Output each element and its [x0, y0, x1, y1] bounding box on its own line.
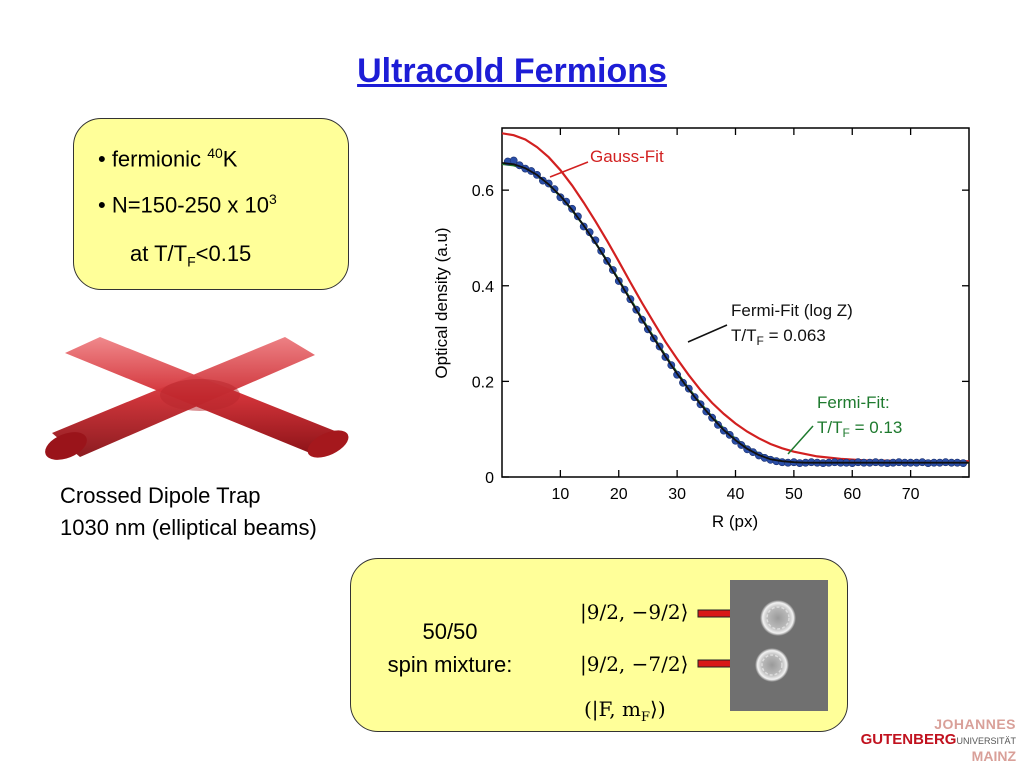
- trap-caption-line1: Crossed Dipole Trap: [60, 483, 261, 508]
- spin-ratio: 50/50: [422, 619, 478, 644]
- trap-caption-line2: 1030 nm (elliptical beams): [60, 515, 317, 540]
- gauss-fit-line: [502, 132, 969, 463]
- x-tick-label: 10: [551, 486, 569, 503]
- atom-cloud-1: [760, 600, 796, 636]
- data-point: [509, 156, 518, 165]
- y-tick-label: 0.2: [472, 374, 494, 391]
- fermi-fit-logz-pointer: [687, 324, 728, 343]
- ket-state-2: |9/2, −7/2⟩: [580, 652, 689, 676]
- trap-caption: Crossed Dipole Trap 1030 nm (elliptical …: [60, 480, 317, 544]
- gauss-fit-pointer: [549, 161, 589, 178]
- spin-mixture-text: 50/50 spin mixture:: [365, 615, 535, 681]
- fermi-fit-temperature: T/TF = 0.13: [817, 418, 902, 440]
- ket-state-1: |9/2, −9/2⟩: [580, 600, 689, 624]
- x-tick-label: 70: [902, 486, 920, 503]
- x-tick-label: 30: [668, 486, 686, 503]
- series-layer: [502, 132, 969, 467]
- spin-mixture-label: spin mixture:: [387, 652, 513, 677]
- quantum-number-notation: (|F, mF⟩): [584, 697, 666, 725]
- fermi-fit-label: Fermi-Fit:: [817, 393, 890, 412]
- atom-cloud-image: [730, 580, 828, 711]
- gauss-fit-label: Gauss-Fit: [590, 147, 664, 166]
- info-box: • fermionic 40K • N=150-250 x 103 at T/T…: [73, 118, 349, 290]
- fermi-fit-logz-label: Fermi-Fit (log Z): [731, 301, 853, 320]
- fermi-fit-pointer: [787, 425, 814, 455]
- temperature-line: at T/TF<0.15: [130, 241, 252, 270]
- x-tick-label: 50: [785, 486, 803, 503]
- x-tick-label: 40: [727, 486, 745, 503]
- beam-crossing: [160, 379, 240, 411]
- crossed-dipole-trap-illustration: [45, 337, 349, 460]
- y-axis-label: Optical density (a.u): [432, 227, 451, 378]
- isotope-bullet: • fermionic 40K: [98, 145, 238, 172]
- university-logo: JOHANNES GUTENBERGUNIVERSITÄT MAINZ: [860, 716, 1016, 764]
- y-tick-label: 0: [485, 470, 494, 487]
- x-tick-label: 60: [843, 486, 861, 503]
- atom-cloud-2: [755, 648, 789, 682]
- density-profile-chart: 10 20 30 40 50 60 70 0 0.2 0.4 0.6 R (px) Optical …: [432, 127, 970, 531]
- fermi-fit-logz-line: [502, 162, 969, 464]
- x-axis-label: R (px): [712, 512, 758, 531]
- y-tick-label: 0.6: [472, 183, 494, 200]
- atom-number-bullet: • N=150-250 x 103: [98, 191, 277, 218]
- x-tick-label: 20: [610, 486, 628, 503]
- fermi-fit-logz-temperature: T/TF = 0.063: [731, 326, 826, 348]
- axis-ticks: 10 20 30 40 50 60 70 0 0.2 0.4 0.6: [472, 128, 969, 503]
- slide-title: Ultracold Fermions: [357, 52, 667, 90]
- y-tick-label: 0.4: [472, 279, 494, 296]
- absorption-image: [730, 580, 828, 711]
